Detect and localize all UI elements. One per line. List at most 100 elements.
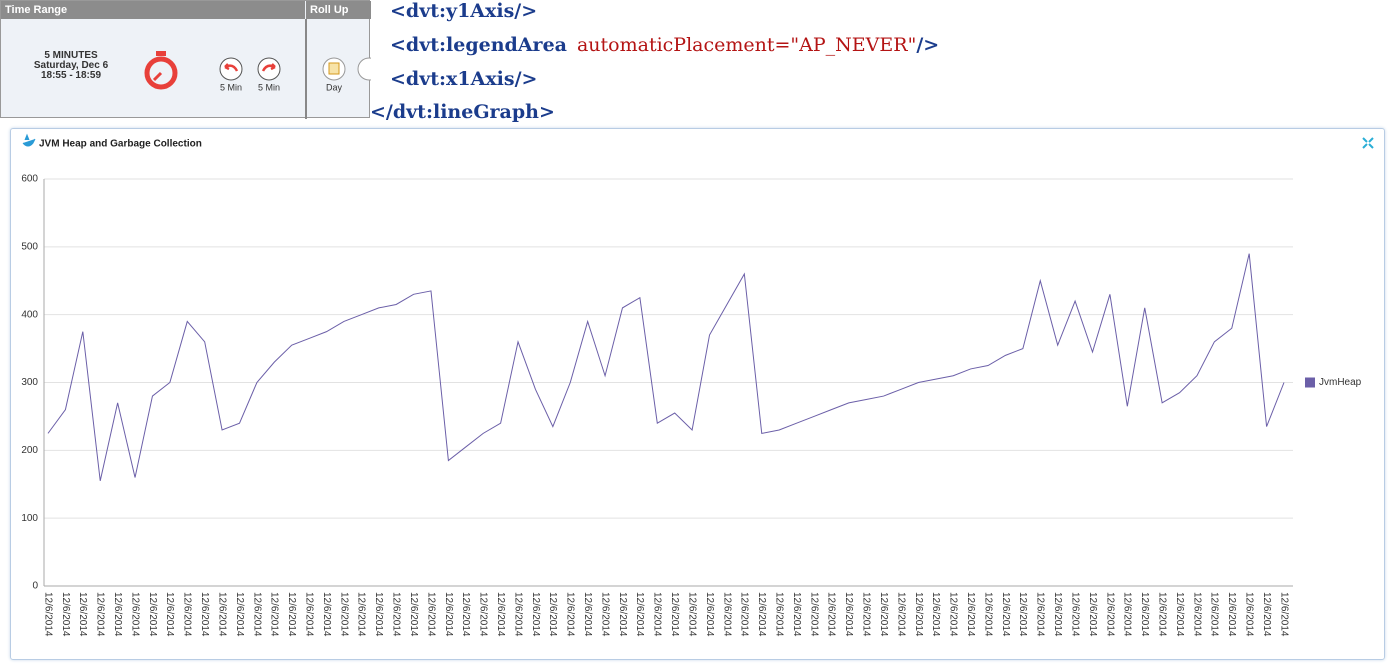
button-label: 5 Min (258, 82, 280, 92)
x-tick-label: 12/6/2014 (826, 592, 837, 637)
code-line: <dvt:y1Axis/> (390, 0, 538, 22)
y-tick-label: 200 (21, 445, 38, 456)
x-tick-label: 12/6/2014 (1261, 592, 1272, 637)
x-tick-label: 12/6/2014 (1209, 592, 1220, 637)
x-tick-label: 12/6/2014 (303, 592, 314, 637)
x-tick-label: 12/6/2014 (112, 592, 123, 637)
x-tick-label: 12/6/2014 (1122, 592, 1133, 637)
y-tick-label: 100 (21, 513, 38, 524)
x-tick-label: 12/6/2014 (182, 592, 193, 637)
code-line: <dvt:legendArea automaticPlacement="AP_NE… (390, 34, 939, 56)
x-tick-label: 12/6/2014 (95, 592, 106, 637)
x-tick-label: 12/6/2014 (251, 592, 262, 637)
toolbar: Time Range Roll Up 5 MINUTES Saturday, D… (0, 0, 371, 119)
x-tick-label: 12/6/2014 (1017, 592, 1028, 637)
x-tick-label: 12/6/2014 (791, 592, 802, 637)
line (47, 253, 1285, 481)
back-arrow (224, 63, 239, 72)
date: Saturday, Dec 6 (33, 60, 109, 71)
x-tick-label: 12/6/2014 (1174, 592, 1185, 637)
stopwatch-hand (152, 71, 163, 82)
x-tick-label: 12/6/2014 (1191, 592, 1202, 637)
next-rollup[interactable] (357, 57, 371, 81)
maximize[interactable] (1362, 137, 1374, 149)
y-tick-label: 0 (32, 581, 38, 592)
label: 5 MINUTES (44, 50, 98, 61)
x-tick-label: 12/6/2014 (478, 592, 489, 637)
x-tick-label: 12/6/2014 (965, 592, 976, 637)
chart-panel: JVM Heap and Garbage Collection 0 100 200 3… (10, 128, 1385, 660)
x-tick-label: 12/6/2014 (1139, 592, 1150, 637)
tag: /> (916, 34, 940, 56)
y-tick-label: 400 (21, 309, 38, 320)
x-tick-label: 12/6/2014 (425, 592, 436, 637)
x-tick-label: 12/6/2014 (1087, 592, 1098, 637)
x-tick-label: 12/6/2014 (460, 592, 471, 637)
code-line: <dvt:x1Axis/> (390, 68, 538, 90)
calendar-icon (328, 62, 340, 75)
x-tick-label: 12/6/2014 (1035, 592, 1046, 637)
x-tick-label: 12/6/2014 (565, 592, 576, 637)
x-tick-label: 12/6/2014 (669, 592, 680, 637)
x-tick-label: 12/6/2014 (704, 592, 715, 637)
x-tick-label: 12/6/2014 (686, 592, 697, 637)
x-tick-label: 12/6/2014 (878, 592, 889, 637)
x-tick-label: 12/6/2014 (77, 592, 88, 637)
x-tick-label: 12/6/2014 (234, 592, 245, 637)
x-tick-label: 12/6/2014 (774, 592, 785, 637)
x-tick-label: 12/6/2014 (129, 592, 140, 637)
x-tick-label: 12/6/2014 (1052, 592, 1063, 637)
x-tick-label: 12/6/2014 (60, 592, 71, 637)
x-tick-label: 12/6/2014 (495, 592, 506, 637)
x-tick-label: 12/6/2014 (286, 592, 297, 637)
time: 18:55 - 18:59 (40, 70, 102, 81)
x-tick-label: 12/6/2014 (843, 592, 854, 637)
x-tick-label: 12/6/2014 (1000, 592, 1011, 637)
y-tick-label: 500 (21, 241, 38, 252)
x-tick-label: 12/6/2014 (895, 592, 906, 637)
attribute: automaticPlacement="AP_NEVER" (576, 34, 917, 56)
header: Roll Up (306, 1, 371, 19)
chart-title: JVM Heap and Garbage Collection (39, 139, 202, 150)
stopwatch[interactable] (144, 56, 178, 90)
chart: JVM Heap and Garbage Collection 0 100 200 3… (21, 133, 1374, 637)
x-tick-label: 12/6/2014 (808, 592, 819, 637)
legend-label: JvmHeap (1319, 377, 1362, 388)
x-tick-label: 12/6/2014 (443, 592, 454, 637)
divider (305, 19, 307, 119)
x-tick-label: 12/6/2014 (756, 592, 767, 637)
y-tick-label: 300 (21, 377, 38, 388)
x-tick-label: 12/6/2014 (617, 592, 628, 637)
forward-button[interactable] (257, 57, 281, 81)
x-tick-label: 12/6/2014 (373, 592, 384, 637)
icons: 5 Min 5 Min Day (144, 51, 371, 92)
x-tick-label: 12/6/2014 (1104, 592, 1115, 637)
rollup-label: Day (326, 82, 343, 92)
panel-icon (22, 133, 36, 147)
time-range: 5 MINUTES Saturday, Dec 6 18:55 - 18:59 (21, 51, 121, 81)
x-tick-label: 12/6/2014 (42, 592, 53, 637)
x-tick-label: 12/6/2014 (913, 592, 924, 637)
back-button[interactable] (219, 57, 243, 81)
x-tick-label: 12/6/2014 (982, 592, 993, 637)
x-tick-label: 12/6/2014 (1157, 592, 1168, 637)
x-tick-label: 12/6/2014 (356, 592, 367, 637)
x-tick-label: 12/6/2014 (739, 592, 750, 637)
x-tick-label: 12/6/2014 (338, 592, 349, 637)
x-tick-label: 12/6/2014 (1069, 592, 1080, 637)
x-tick-label: 12/6/2014 (1278, 592, 1289, 637)
x-tick-label: 12/6/2014 (512, 592, 523, 637)
x-tick-label: 12/6/2014 (147, 592, 158, 637)
legend-swatch (1305, 377, 1315, 388)
x-tick-label: 12/6/2014 (930, 592, 941, 637)
x-tick-label: 12/6/2014 (599, 592, 610, 637)
code-line: </dvt:lineGraph> (370, 101, 555, 123)
forward-arrow (261, 63, 276, 72)
stopwatch-top (156, 51, 166, 56)
x-tick-label: 12/6/2014 (269, 592, 280, 637)
x-tick-label: 12/6/2014 (582, 592, 593, 637)
header: Time Range (1, 1, 305, 19)
x-tick-label: 12/6/2014 (199, 592, 210, 637)
x-tick-label: 12/6/2014 (721, 592, 732, 637)
x-tick-label: 12/6/2014 (652, 592, 663, 637)
